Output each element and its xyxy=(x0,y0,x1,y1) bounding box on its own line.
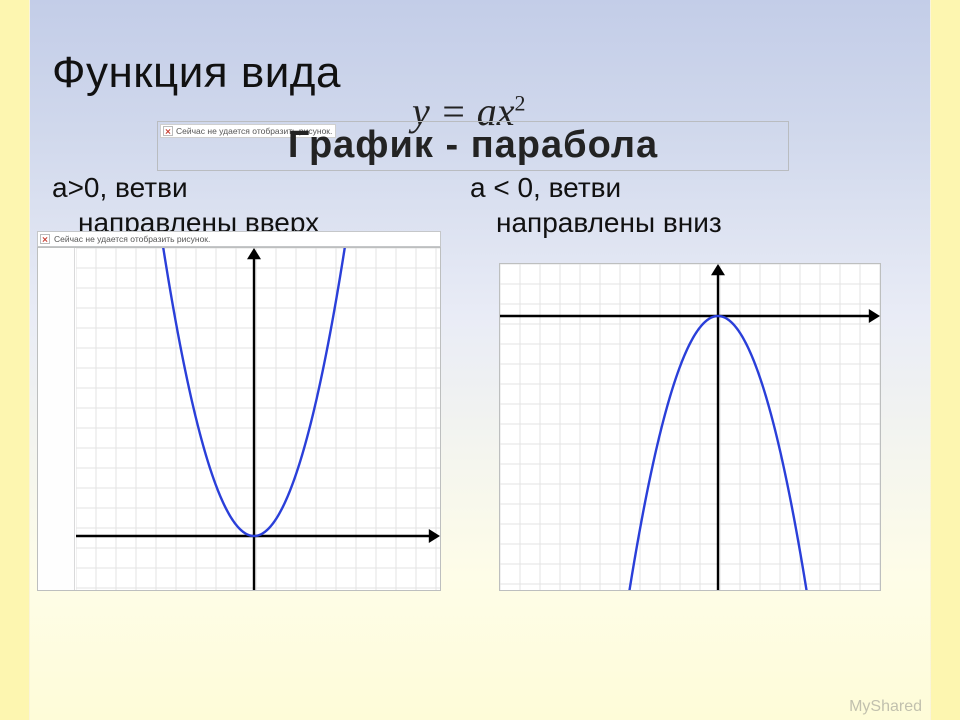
slide-title: Функция вида xyxy=(52,48,341,97)
subtitle: График - парабола xyxy=(158,124,788,167)
caption-left-line1: a>0, ветви xyxy=(52,170,432,205)
broken-image-bar: Сейчас не удается отобразить рисунок. xyxy=(38,232,440,246)
caption-right-line1: a < 0, ветви xyxy=(470,170,850,205)
chart-right xyxy=(500,264,880,590)
caption-left: a>0, ветви направлены вверх xyxy=(52,170,432,240)
chart-left-gutter xyxy=(38,248,75,590)
chart-left-frame xyxy=(38,248,440,590)
chart-left xyxy=(76,248,440,590)
broken-image-icon xyxy=(40,234,50,244)
caption-right: a < 0, ветви направлены вниз xyxy=(470,170,850,240)
title-row: Функция вида y = ax2 xyxy=(52,48,912,98)
subtitle-box: Сейчас не удается отобразить рисунок. Гр… xyxy=(158,122,788,170)
slide: Функция вида y = ax2 Сейчас не удается о… xyxy=(30,0,930,720)
chart-right-frame xyxy=(500,264,880,590)
formula-exp: 2 xyxy=(515,91,526,116)
watermark: MyShared xyxy=(849,698,922,716)
caption-right-line2: направлены вниз xyxy=(470,205,850,240)
broken-image-bar-text: Сейчас не удается отобразить рисунок. xyxy=(54,234,210,244)
